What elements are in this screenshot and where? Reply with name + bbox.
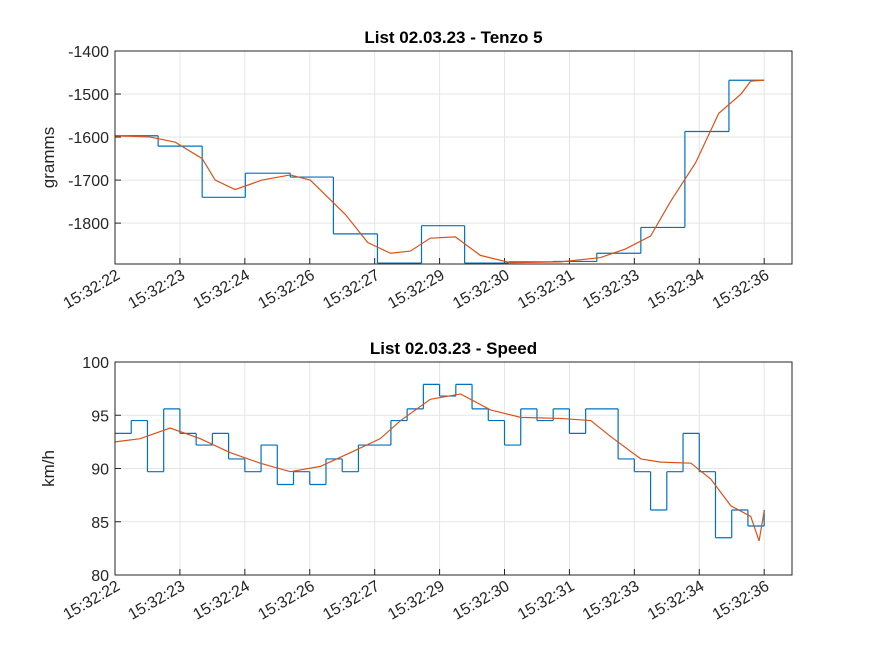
y-tick-label: -1400: [68, 44, 109, 61]
y-axis-label: km/h: [39, 450, 58, 487]
y-axis-label: gramms: [39, 127, 58, 188]
axes-box: [114, 361, 793, 576]
x-tick-label: 15:32:24: [190, 578, 253, 624]
x-tick-label: 15:32:24: [190, 267, 253, 313]
y-tick-label: -1800: [68, 216, 109, 233]
x-tick-label: 15:32:31: [515, 578, 578, 624]
x-tick-label: 15:32:23: [125, 578, 188, 624]
y-tick-label: 85: [91, 515, 109, 532]
x-tick-label: 15:32:33: [580, 267, 643, 313]
x-tick-label: 15:32:27: [320, 578, 383, 624]
x-tick-label: 15:32:36: [710, 578, 773, 624]
chart-title: List 02.03.23 - Speed: [370, 339, 537, 358]
x-tick-label: 15:32:27: [320, 267, 383, 313]
y-tick-label: 100: [82, 355, 109, 372]
y-tick-label: 90: [91, 462, 109, 479]
x-tick-label: 15:32:30: [450, 267, 513, 313]
x-tick-label: 15:32:31: [515, 267, 578, 313]
x-tick-label: 15:32:29: [385, 267, 448, 313]
series-line: [114, 393, 765, 542]
x-tick-label: 15:32:23: [125, 267, 188, 313]
plot-area: [115, 51, 792, 264]
x-tick-label: 15:32:29: [385, 578, 448, 624]
x-tick-label: 15:32:26: [255, 267, 318, 313]
axes-box: [114, 50, 793, 265]
x-tick-label: 15:32:33: [580, 578, 643, 624]
y-tick-label: 95: [91, 408, 109, 425]
chart-title: List 02.03.23 - Tenzo 5: [364, 28, 542, 47]
x-tick-label: 15:32:36: [710, 267, 773, 313]
x-tick-label: 15:32:34: [645, 578, 708, 624]
y-tick-label: -1700: [68, 173, 109, 190]
x-tick-label: 15:32:22: [61, 267, 124, 313]
x-tick-label: 15:32:30: [450, 578, 513, 624]
x-tick-label: 15:32:34: [645, 267, 708, 313]
y-tick-label: -1600: [68, 130, 109, 147]
y-tick-label: 80: [91, 568, 109, 585]
series-line: [114, 79, 765, 264]
x-tick-label: 15:32:26: [255, 578, 318, 624]
y-tick-label: -1500: [68, 87, 109, 104]
